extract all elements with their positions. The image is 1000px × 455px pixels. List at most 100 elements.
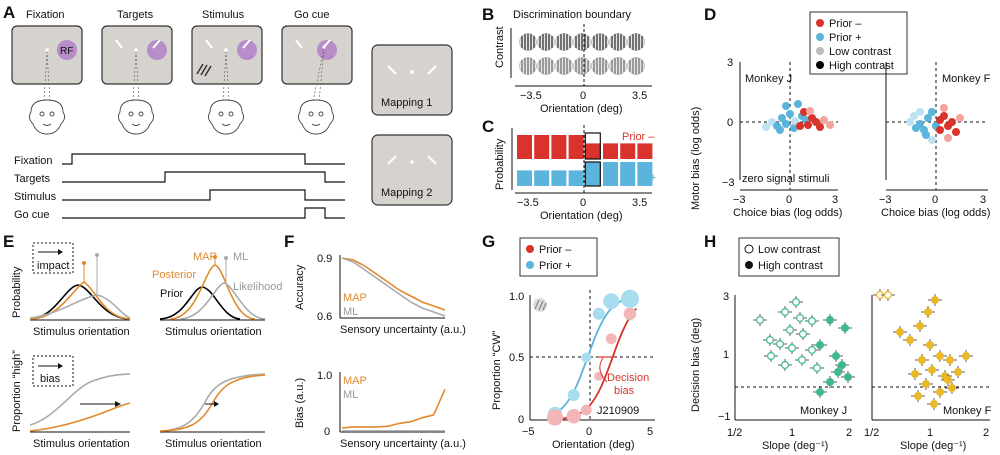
data-point (825, 378, 834, 387)
data-point (837, 361, 846, 370)
scatter-point (948, 118, 956, 126)
panel-letter-a: A (3, 3, 15, 22)
point-prior-plus (581, 352, 592, 363)
legend-prior-minus: Prior – (829, 18, 862, 30)
panel-h: H Low contrast High contrast Decision bi… (690, 232, 992, 452)
point-prior-minus (605, 333, 617, 345)
scatter-point (928, 136, 936, 144)
panelF-ytick-1.0: 1.0 (317, 370, 332, 382)
data-point (766, 352, 775, 361)
data-point (798, 330, 807, 339)
panelH-xtick-left-half: 1/2 (727, 427, 742, 439)
bar-prior-minus (534, 135, 550, 159)
highlight-box-plus (584, 161, 601, 187)
bar-prior-minus (585, 143, 601, 159)
panelB-tick-right: 3.5 (632, 90, 647, 102)
legend-high-contrast: High contrast (829, 60, 894, 72)
screen-go-cue (281, 25, 353, 85)
data-point (910, 370, 919, 379)
scatter-point (940, 104, 948, 112)
panelG-session: J210909 (597, 405, 639, 417)
data-point (895, 328, 904, 337)
bar-prior-plus (585, 162, 601, 186)
bar-prior-plus (534, 170, 550, 186)
panel-letter-b: B (482, 5, 494, 24)
panelD-monkeyJ: Monkey J (745, 73, 792, 85)
panelH-points-left (753, 296, 855, 398)
panelH-xlabel-left: Slope (deg⁻¹) (762, 440, 828, 452)
grating-array (519, 33, 645, 75)
bar-prior-plus (637, 162, 653, 186)
panelD-points-left (762, 100, 834, 134)
panelE-map-label: MAP (193, 251, 217, 263)
data-point (780, 361, 789, 370)
point-prior-plus (603, 293, 620, 310)
panelF-ytick-0.6: 0.6 (317, 311, 332, 323)
mapping-2: Mapping 2 (371, 134, 453, 206)
panelF-bottom-lines (341, 388, 446, 432)
point-prior-plus (621, 289, 639, 308)
grating (609, 57, 627, 75)
panelG-bias: bias (614, 385, 635, 397)
data-point (833, 368, 842, 377)
scatter-point (826, 121, 834, 129)
panelE-xlabel-right-bottom: Stimulus orientation (165, 438, 262, 450)
panelF-ytick-0: 0 (324, 426, 330, 438)
panelG-xtick-0: 0 (586, 426, 592, 438)
data-point (923, 308, 932, 317)
bar-prior-minus (637, 143, 653, 159)
data-point (925, 341, 934, 350)
timeline-label-go-cue: Go cue (14, 209, 49, 221)
panel-a: A RF Fixation Targets Stimulus (3, 3, 453, 221)
panel-letter-c: C (482, 117, 494, 136)
panelG-legend-minus: Prior – (539, 244, 572, 256)
data-point (807, 317, 816, 326)
panelC-tick-left: −3.5 (517, 197, 539, 209)
panelC-prior-minus: Prior – (622, 131, 655, 143)
panelB-ylabel: Contrast (494, 26, 506, 68)
bar-prior-plus (620, 162, 636, 186)
grating (573, 57, 591, 75)
scatter-point (762, 123, 770, 131)
panelB-tick-left: −3.5 (520, 90, 542, 102)
panelH-ytick-3: 3 (723, 291, 729, 303)
data-point (831, 352, 840, 361)
panelD-note: zero signal stimuli (742, 173, 829, 185)
scatter-point (928, 108, 936, 116)
panelG-legend: Prior – Prior + (519, 237, 598, 277)
panelD-monkeyF: Monkey F (942, 73, 991, 85)
panelF-top-lines (341, 257, 446, 317)
panelD-legend: Prior – Prior + Low contrast High contra… (809, 11, 908, 75)
panelD-ytick-m3: −3 (722, 177, 735, 189)
panelB-xlabel: Orientation (deg) (540, 103, 623, 115)
timeline-label-targets: Targets (14, 173, 51, 185)
panelG-ylabel: Proportion “CW” (491, 330, 503, 410)
panelF-xlabel-top: Sensory uncertainty (a.u.) (340, 324, 466, 336)
scatter-point (800, 108, 808, 116)
panelH-monkeyJ: Monkey J (800, 405, 847, 417)
panelD-xtick-left-3: 3 (832, 194, 838, 206)
data-point (943, 376, 952, 385)
screen-targets (101, 25, 173, 85)
panelF-ml-top: ML (343, 306, 358, 318)
data-point (921, 380, 930, 389)
panelH-monkeyF: Monkey F (943, 405, 992, 417)
panelG-xlabel: Orientation (deg) (552, 439, 635, 451)
bar-prior-plus (517, 170, 532, 186)
scatter-point (924, 114, 932, 122)
panelE-bias: bias (40, 373, 61, 385)
panel-c: C Probability Prior – + −3.5 0 3.5 Orien… (482, 117, 656, 222)
panelH-xtick-right-2: 2 (983, 427, 989, 439)
scatter-point (782, 102, 790, 110)
data-point (797, 356, 806, 365)
panelF-map-top: MAP (343, 292, 367, 304)
data-point (883, 291, 892, 300)
rf-label: RF (60, 46, 73, 57)
panelG-ytick-1: 1.0 (509, 291, 524, 303)
panelF-xlabel-bottom: Sensory uncertainty (a.u.) (340, 438, 466, 450)
point-prior-minus (566, 409, 581, 424)
series-line-map (341, 388, 446, 429)
grating (591, 57, 609, 75)
timeline-label-stimulus: Stimulus (14, 191, 57, 203)
panelG-legend-plus: Prior + (539, 260, 572, 272)
